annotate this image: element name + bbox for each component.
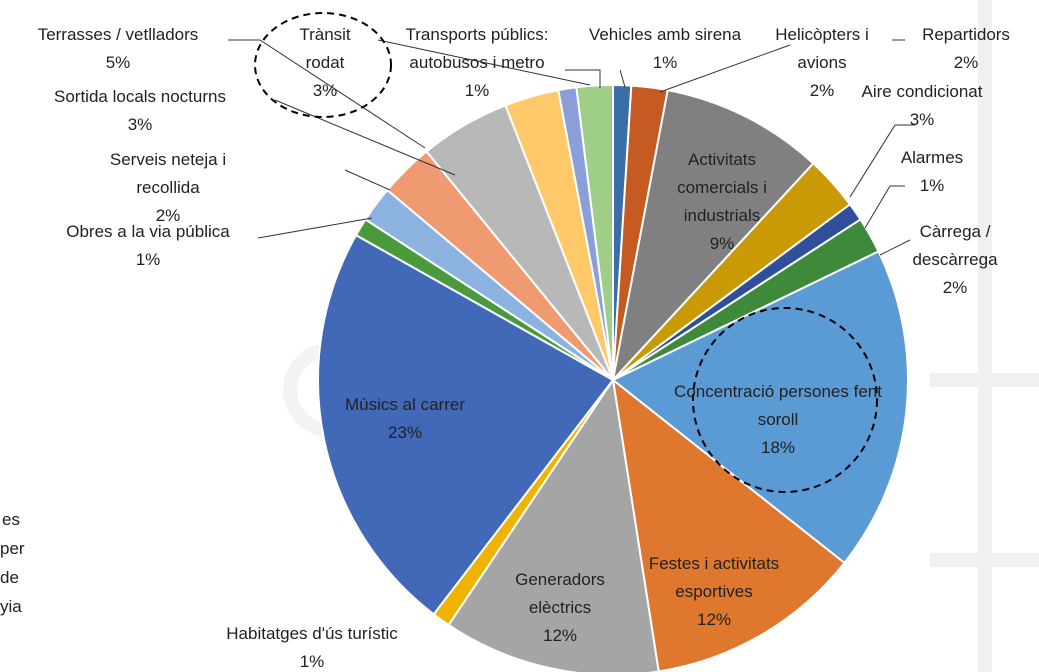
category-name: Generadors elèctrics <box>515 570 605 617</box>
percent-label: 1% <box>919 176 945 195</box>
percent-label: 2% <box>809 81 835 100</box>
percent-label: 3% <box>909 110 935 129</box>
slice-label: Vehicles amb sirena 1% <box>575 21 755 77</box>
side-note-line: de <box>0 568 19 587</box>
percent-label: 2% <box>155 206 181 225</box>
highlight-circles <box>254 12 878 493</box>
side-note-line: yia <box>0 597 22 616</box>
slice-label: Càrrega / descàrrega 2% <box>900 218 1010 302</box>
category-name: Sortida locals nocturns <box>54 87 226 106</box>
slice-label: Generadors elèctrics 12% <box>490 566 630 650</box>
slice-label: Trànsit rodat 3% <box>290 21 360 105</box>
slice-label: Terrasses / vetlladors 5% <box>0 21 238 77</box>
slice-label: Serveis neteja i recollida 2% <box>78 146 258 230</box>
leader-lines <box>228 39 915 256</box>
category-name: Terrasses / vetlladors <box>37 25 199 44</box>
percent-label: 5% <box>105 53 131 72</box>
category-name: Concentració persones fent soroll <box>674 382 882 429</box>
percent-label: 3% <box>127 115 153 134</box>
slice-label: Habitatges d'ús turístic 1% <box>182 620 442 672</box>
category-name: Repartidors <box>922 25 1010 44</box>
category-name: Habitatges d'ús turístic <box>226 624 398 643</box>
category-name: Aire condicionat <box>861 82 983 101</box>
slice-label: Helicòpters i avions 2% <box>762 21 882 105</box>
percent-label: 1% <box>464 81 490 100</box>
slice-label: Sortida locals nocturns 3% <box>15 83 265 139</box>
percent-label: 9% <box>709 234 735 253</box>
pie-slice <box>317 233 615 616</box>
slice-label: Activitats comercials i industrials 9% <box>657 146 787 258</box>
slice-label: Festes i activitats esportives 12% <box>629 550 799 634</box>
slice-label: Músics al carrer 23% <box>325 391 485 447</box>
pie-slice <box>611 250 909 565</box>
percent-label: 23% <box>387 423 423 442</box>
category-name: Transports públics: autobusos i metro <box>405 25 549 72</box>
percent-label: 2% <box>953 53 979 72</box>
category-name: Festes i activitats esportives <box>648 554 780 601</box>
slice-label: Alarmes 1% <box>882 144 982 200</box>
percent-label: 1% <box>652 53 678 72</box>
category-name: Trànsit rodat <box>299 25 351 72</box>
category-name: Vehicles amb sirena <box>588 25 742 44</box>
category-name: Càrrega / descàrrega <box>912 222 998 269</box>
pie-slice <box>611 88 815 384</box>
side-note-line: es <box>2 510 20 529</box>
percent-label: 2% <box>942 278 968 297</box>
percent-label: 1% <box>135 250 161 269</box>
side-note-line: per <box>0 539 25 558</box>
category-name: Helicòpters i avions <box>775 25 869 72</box>
pie-slice <box>611 377 846 672</box>
category-name: Activitats comercials i industrials <box>677 150 767 225</box>
slice-label: Obres a la via pública 1% <box>28 218 268 274</box>
percent-label: 1% <box>299 652 325 671</box>
percent-label: 12% <box>542 626 578 645</box>
category-name: Alarmes <box>900 148 964 167</box>
side-note: es per de yia <box>0 505 25 621</box>
slice-label: Transports públics: autobusos i metro 1% <box>382 21 572 105</box>
category-name: Músics al carrer <box>345 395 465 414</box>
slice-label: Concentració persones fent soroll 18% <box>663 378 893 462</box>
slice-label: Aire condicionat 3% <box>842 78 1002 134</box>
percent-label: 3% <box>312 81 338 100</box>
slice-label: Repartidors 2% <box>906 21 1026 77</box>
pie-slice <box>447 377 660 672</box>
category-name: Serveis neteja i recollida <box>109 150 227 197</box>
category-name: Obres a la via pública <box>66 222 230 241</box>
pie-slice <box>575 83 614 381</box>
percent-label: 18% <box>760 438 796 457</box>
percent-label: 12% <box>696 610 732 629</box>
